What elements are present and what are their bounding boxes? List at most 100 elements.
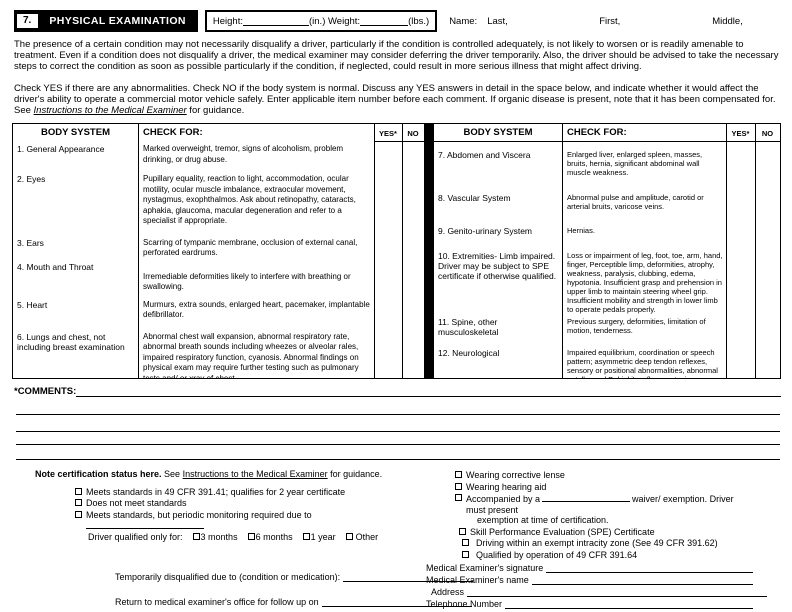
address-row: Address <box>426 587 767 597</box>
checkbox-6-months[interactable] <box>247 533 255 541</box>
checkbox-does-not-meet[interactable] <box>75 499 82 506</box>
see-tail: for guidance. <box>186 105 245 116</box>
check-for-text: Abnormal pulse and amplitude, carotid or… <box>567 193 704 211</box>
check-for-text: Hernias. <box>567 226 595 235</box>
option-label-text: Meets standards, but periodic monitoring… <box>86 509 312 520</box>
checkbox-periodic-monitoring[interactable] <box>75 510 82 518</box>
intro-paragraph-1: The presence of a certain condition may … <box>14 39 779 72</box>
examiner-name-row: Medical Examiner's name <box>426 575 753 585</box>
body-system-label: 10. Extremities- Limb impaired. Driver m… <box>438 251 557 281</box>
checkbox-other[interactable] <box>345 533 353 541</box>
examination-tables: BODY SYSTEM CHECK FOR: YES* NO 1. Genera… <box>12 123 781 379</box>
no-column-cells-right[interactable] <box>755 142 780 378</box>
option-qualified-operation: Qualified by operation of 49 CFR 391.64 <box>462 550 751 561</box>
note-tail: for guidance. <box>327 469 383 479</box>
due-to-input[interactable] <box>86 520 204 529</box>
comments-label: *COMMENTS: <box>14 386 77 397</box>
certification-note: Note certification status here. <box>35 469 162 479</box>
intro-paragraph-2-text: Check YES if there are any abnormalities… <box>14 83 776 105</box>
column-header-body-system: BODY SYSTEM <box>41 127 110 138</box>
option-1-year-label: 1 year <box>310 531 336 542</box>
telephone-row: Telephone Number <box>426 599 753 609</box>
table-column-divider <box>138 124 139 378</box>
option-label: Driving within an exempt intracity zone … <box>476 538 718 548</box>
option-hearing-aid: Wearing hearing aid <box>455 482 751 493</box>
body-system-table-left: BODY SYSTEM CHECK FOR: YES* NO 1. Genera… <box>12 123 425 379</box>
checkbox-corrective-lense[interactable] <box>455 471 462 478</box>
table-column-divider <box>755 124 756 378</box>
body-system-label: 7. Abdomen and Viscera <box>438 150 531 160</box>
checkbox-intracity-zone[interactable] <box>462 539 469 546</box>
telephone-input[interactable] <box>505 599 753 609</box>
body-system-label: 8. Vascular System <box>438 193 511 203</box>
comments-blank-line[interactable] <box>16 444 780 445</box>
table-column-divider <box>374 124 375 378</box>
name-middle-label: Middle, <box>712 16 743 27</box>
option-corrective-lense: Wearing corrective lense <box>455 470 751 481</box>
check-for-text: Murmurs, extra sounds, enlarged heart, p… <box>143 299 370 320</box>
checkbox-1-year[interactable] <box>302 533 310 541</box>
option-label: Qualified by operation of 49 CFR 391.64 <box>476 549 638 560</box>
yes-column-cells-left[interactable] <box>374 142 402 378</box>
name-input-area[interactable]: Name: Last, First, Middle, <box>449 10 781 27</box>
height-unit: (in.) <box>309 15 326 27</box>
column-header-yes: YES* <box>731 129 750 138</box>
option-label: Accompanied by a waiver/ exemption. Drive… <box>466 493 751 526</box>
driver-qualified-row: Driver qualified only for: 3 months 6 mo… <box>88 532 426 543</box>
option-intracity-zone: Driving within an exempt intracity zone … <box>462 538 751 549</box>
comments-input-line[interactable] <box>76 387 781 397</box>
column-header-yes: YES* <box>379 129 397 138</box>
checkbox-qualified-operation[interactable] <box>462 550 469 558</box>
signature-row: Medical Examiner's signature <box>426 563 753 573</box>
instructions-link[interactable]: Instructions to the Medical Examiner <box>182 469 328 479</box>
check-for-text: Abnormal chest wall expansion, abnormal … <box>143 331 359 379</box>
return-followup-input[interactable] <box>321 597 472 607</box>
comments-blank-line[interactable] <box>16 431 780 432</box>
option-label: Meets standards, but periodic monitoring… <box>86 510 426 532</box>
header-row-underline <box>434 141 780 142</box>
comments-blank-line[interactable] <box>16 459 780 460</box>
column-header-no: NO <box>407 129 419 138</box>
body-system-label: 1. General Appearance <box>17 144 105 154</box>
table-column-divider <box>562 124 563 378</box>
checkbox-hearing-aid[interactable] <box>455 482 462 490</box>
name-first-label: First, <box>599 16 621 27</box>
option-label: Meets standards in 49 CFR 391.41; qualif… <box>86 486 346 497</box>
option-periodic-monitoring: Meets standards, but periodic monitoring… <box>75 510 426 532</box>
height-input[interactable] <box>243 16 309 26</box>
checkbox-3-months[interactable] <box>192 533 200 541</box>
weight-input[interactable] <box>360 16 409 26</box>
body-system-label: 12. Neurological <box>438 348 500 358</box>
accompanied-pre: Accompanied by a <box>466 494 541 504</box>
body-system-label: 3. Ears <box>17 237 44 248</box>
weight-unit: (lbs.) <box>408 15 430 27</box>
signature-label: Medical Examiner's signature <box>426 563 544 573</box>
checkbox-spe-certificate[interactable] <box>459 527 466 535</box>
comments-blank-line[interactable] <box>16 414 780 415</box>
checkbox-meets-standards[interactable] <box>75 487 82 495</box>
yes-column-cells-right[interactable] <box>726 142 755 378</box>
see-instructions-line: See Instructions to the Medical Examiner… <box>14 105 781 116</box>
examiner-name-input[interactable] <box>531 575 753 585</box>
weight-label: Weight: <box>328 15 361 27</box>
address-input[interactable] <box>467 587 767 597</box>
checkbox-accompanied-waiver[interactable] <box>455 494 462 501</box>
waiver-input[interactable] <box>542 493 631 502</box>
option-3-months-label: 3 months <box>200 531 238 542</box>
see-pre: See <box>14 105 34 116</box>
check-for-text: Scarring of tympanic membrane, occlusion… <box>143 237 358 258</box>
form-header: 7. PHYSICAL EXAMINATION Height: (in.) We… <box>14 10 781 32</box>
table-divider-bar <box>425 123 433 379</box>
signature-input[interactable] <box>546 563 753 573</box>
instructions-link[interactable]: Instructions to the Medical Examiner <box>33 105 187 116</box>
temporarily-disqualified-input[interactable] <box>343 572 474 582</box>
temporarily-disqualified-label: Temporarily disqualified due to (conditi… <box>115 572 341 582</box>
option-meets-standards: Meets standards in 49 CFR 391.41; qualif… <box>75 487 426 498</box>
examiner-name-label: Medical Examiner's name <box>426 575 529 585</box>
check-for-text: Loss or impairment of leg, foot, toe, ar… <box>567 251 723 314</box>
no-column-cells-left[interactable] <box>402 142 424 378</box>
telephone-label: Telephone Number <box>426 599 503 609</box>
certification-extras-column: Wearing corrective lense Wearing hearing… <box>426 469 781 560</box>
intro-paragraph-2: Check YES if there are any abnormalities… <box>14 83 781 105</box>
